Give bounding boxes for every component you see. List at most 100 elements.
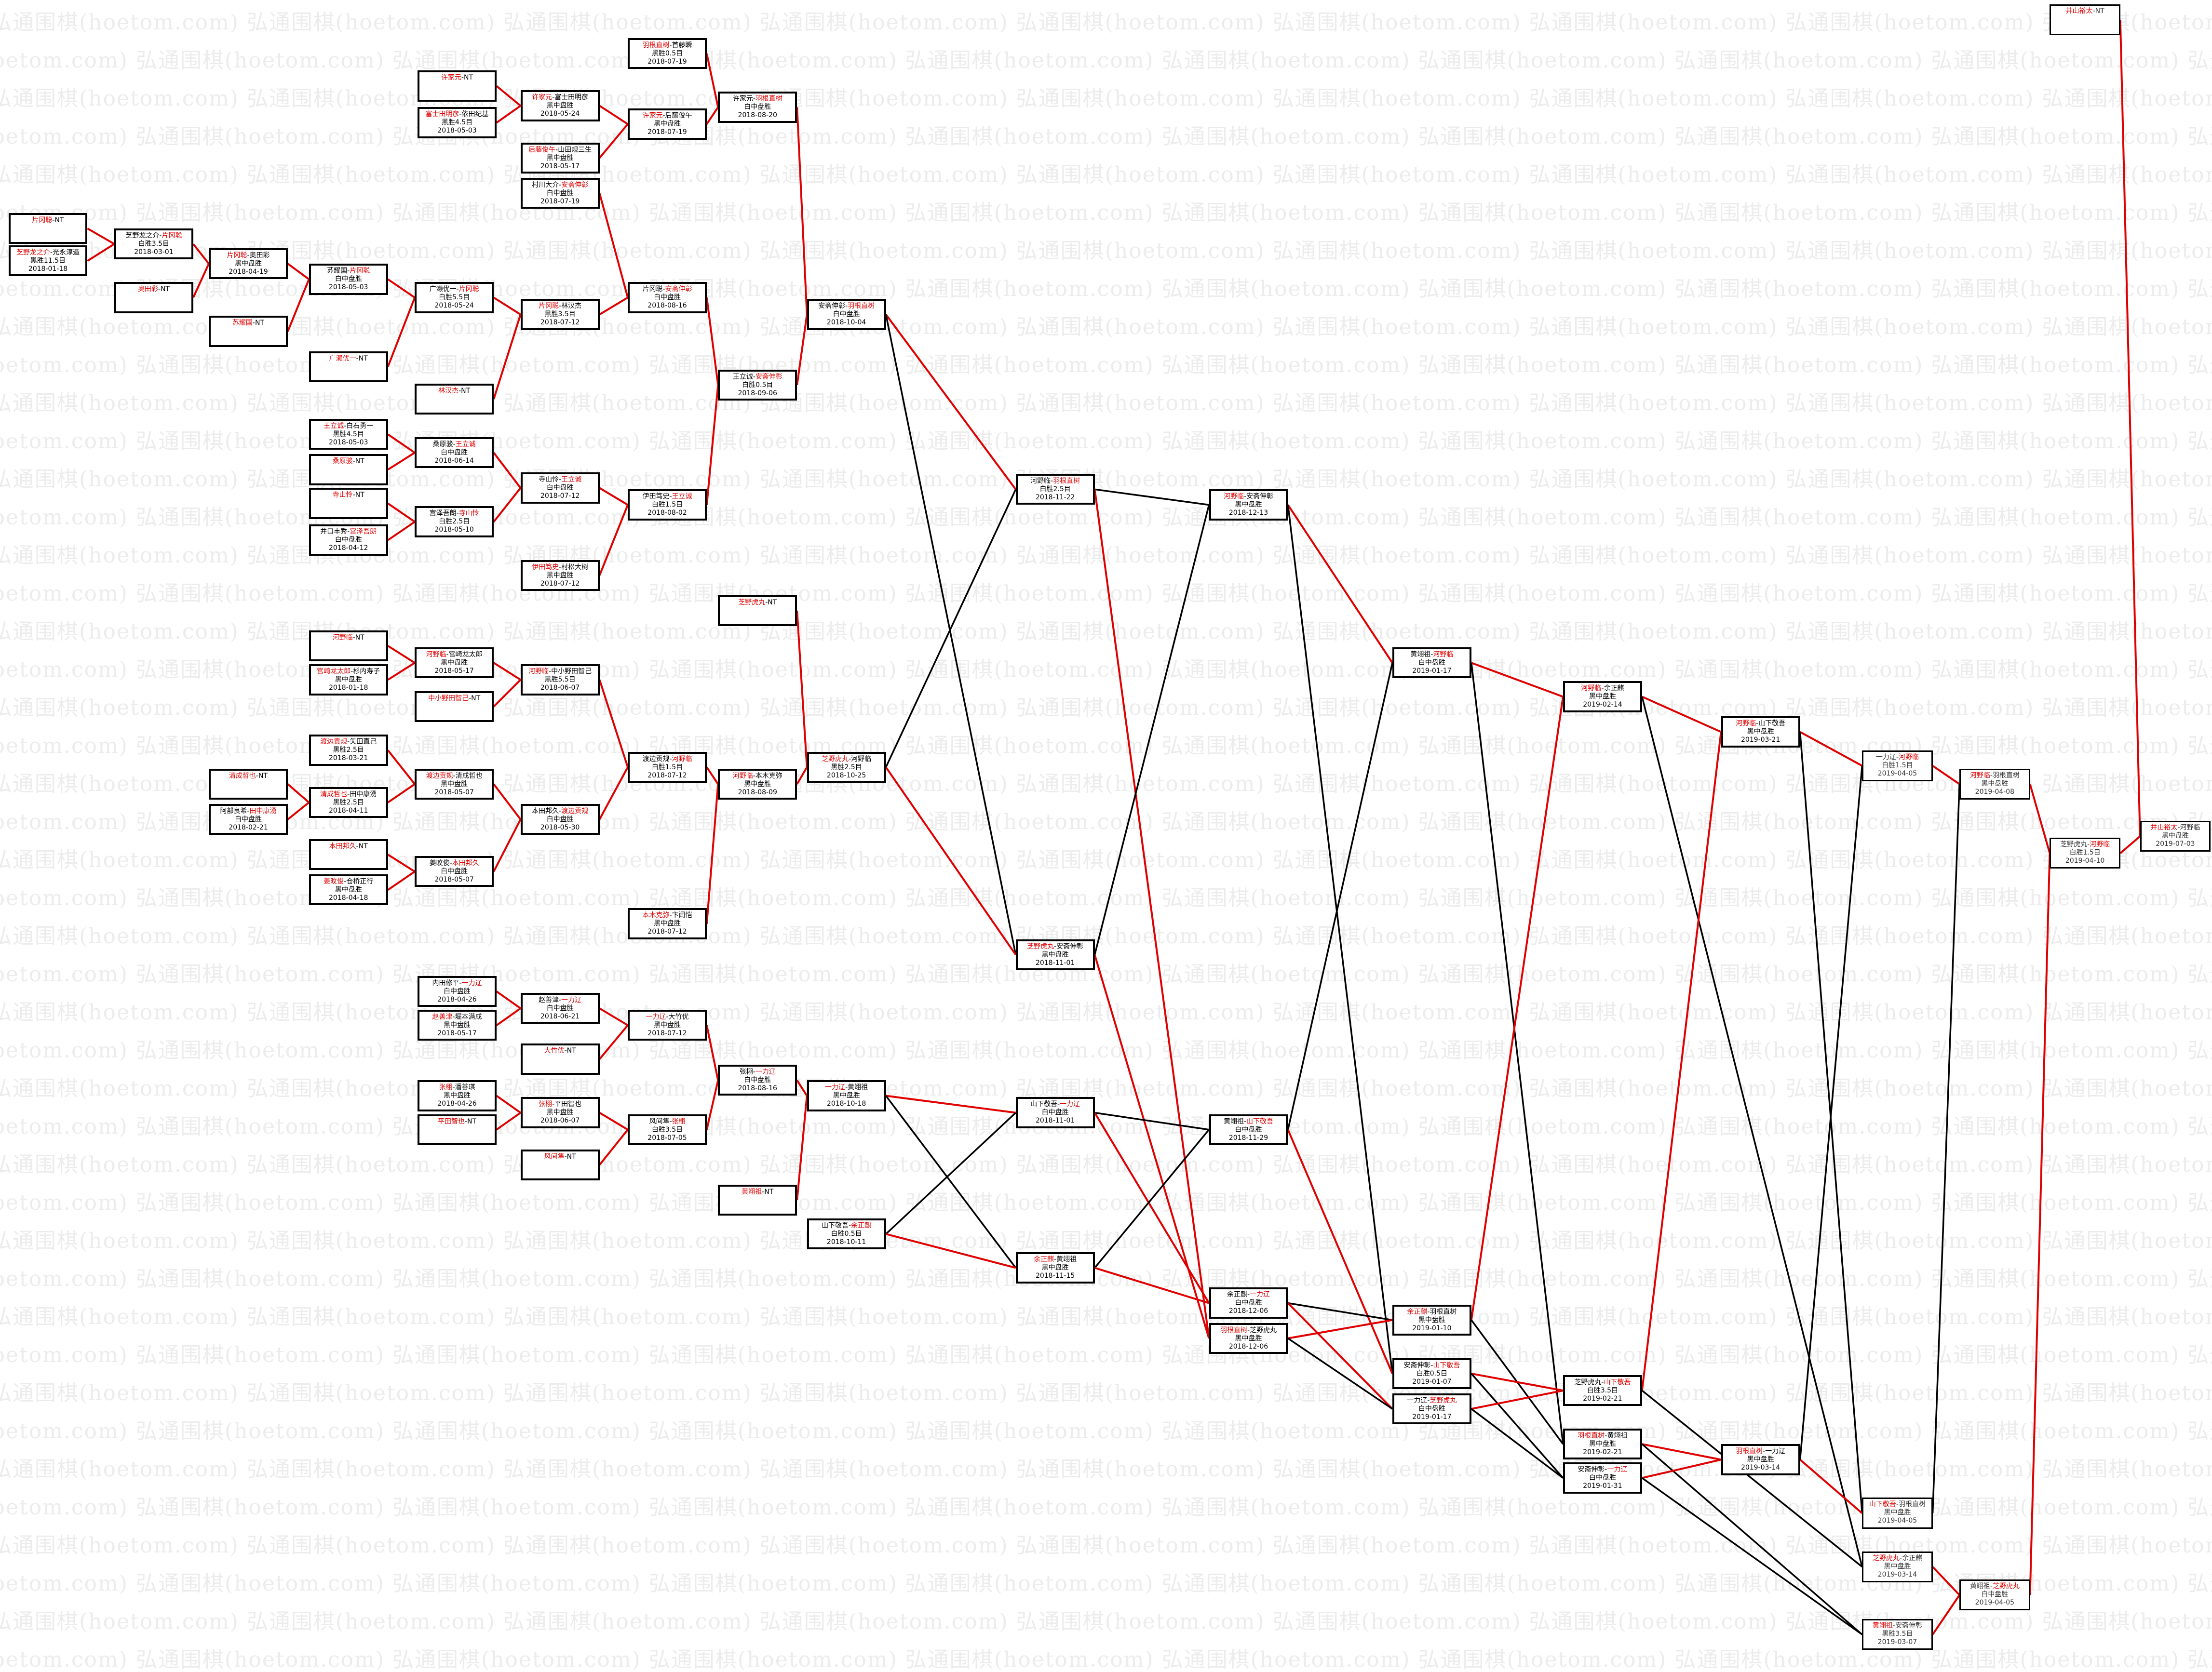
player-b: 河野临 bbox=[2090, 841, 2110, 849]
match-result: 黑中盘胜 bbox=[744, 780, 771, 788]
separator: - bbox=[449, 859, 452, 868]
match-result: 白胜1.5目 bbox=[651, 501, 683, 509]
player-a: 井口丰秀 bbox=[320, 528, 348, 536]
winner-path-line bbox=[1642, 1458, 1722, 1479]
separator: - bbox=[564, 1047, 567, 1055]
match-result: 白中盘胜 bbox=[335, 275, 362, 283]
winner-path-line bbox=[796, 314, 808, 386]
match-date: 2018-10-11 bbox=[826, 1238, 866, 1246]
match-players: 安斋伸彰-山下敬吾 bbox=[1394, 1362, 1470, 1370]
match-players: 芝野虎丸-余正麒 bbox=[1863, 1554, 1931, 1563]
player-b: 张栩 bbox=[672, 1117, 686, 1125]
player-b: 片冈聪 bbox=[350, 267, 370, 275]
match-result: 白胜3.5目 bbox=[651, 1125, 683, 1134]
winner-path-line bbox=[493, 487, 522, 522]
player-a: 河野临 bbox=[1581, 684, 1602, 693]
match-box: 赵善津-一力辽 白中盘胜 2018-06-21 bbox=[520, 992, 600, 1024]
match-players: 渡边贡规-矢田直己 bbox=[311, 738, 386, 746]
match-players: 芝野虎丸-河野临 bbox=[2051, 841, 2118, 849]
winner-path-line bbox=[796, 610, 808, 767]
match-result: 白胜5.5目 bbox=[439, 294, 470, 302]
match-date: 2018-11-15 bbox=[1035, 1272, 1075, 1280]
separator: - bbox=[456, 509, 459, 518]
player-a: 芝野虎丸 bbox=[2060, 841, 2088, 849]
separator: - bbox=[762, 1188, 765, 1196]
match-box: 王立诚-白石勇一 黑胜4.5目 2018-05-03 bbox=[309, 419, 388, 450]
match-box: 寺山怜-王立诚 白中盘胜 2018-07-12 bbox=[520, 472, 600, 504]
match-date: 2019-03-14 bbox=[1877, 1570, 1917, 1578]
player-a: 芝野虎丸 bbox=[1872, 1554, 1900, 1562]
match-date: 2018-05-03 bbox=[329, 439, 368, 447]
match-box: 村川大介-安斋伸彰 白中盘胜 2018-07-19 bbox=[520, 177, 600, 209]
player-a: 风间隼 bbox=[544, 1152, 565, 1161]
match-box: 渡边贡规-河野临 白胜1.5目 2018-07-12 bbox=[628, 751, 707, 783]
player-b: 羽根直树 bbox=[1430, 1308, 1457, 1316]
player-b: 中小野田智己 bbox=[551, 668, 592, 676]
match-box: 风间隼-张栩 白胜3.5目 2018-07-05 bbox=[628, 1114, 707, 1145]
match-date: 2018-04-26 bbox=[437, 1100, 477, 1108]
match-box: 芝野虎丸-安斋伸彰 黑中盘胜 2018-11-01 bbox=[1015, 939, 1095, 971]
player-a: 大竹优 bbox=[544, 1047, 565, 1055]
separator: - bbox=[1247, 1291, 1250, 1299]
player-b: NT bbox=[764, 1188, 774, 1196]
match-result: 白中盘胜 bbox=[441, 868, 468, 876]
match-date: 2018-06-07 bbox=[540, 1117, 580, 1125]
bye-box: 井山裕太-NT bbox=[2050, 4, 2120, 36]
loser-path-line bbox=[1641, 696, 1863, 1567]
match-date: 2019-03-07 bbox=[1877, 1638, 1917, 1646]
match-players: 林汉杰-NT bbox=[417, 387, 492, 395]
match-date: 2018-03-21 bbox=[329, 754, 368, 762]
loser-path-line bbox=[885, 1095, 1017, 1269]
winner-path-line bbox=[705, 297, 719, 386]
match-result: 黑中盘胜 bbox=[441, 780, 468, 788]
match-result: 黑中盘胜 bbox=[653, 920, 681, 928]
match-result: 白中盘胜 bbox=[335, 536, 362, 544]
separator: - bbox=[1243, 493, 1247, 501]
match-players: 山下敬吾-羽根直树 bbox=[1863, 1500, 1931, 1509]
player-a: 伊田笃史 bbox=[532, 563, 559, 571]
match-result: 黑中盘胜 bbox=[546, 102, 574, 110]
match-players: 芝野虎丸-安斋伸彰 bbox=[1018, 943, 1093, 951]
player-b: NT bbox=[566, 1047, 576, 1055]
winner-path-line bbox=[387, 749, 416, 785]
match-box: 余正麒-羽根直树 黑中盘胜 2019-01-10 bbox=[1392, 1304, 1471, 1336]
player-a: 余正麒 bbox=[1227, 1291, 1247, 1299]
winner-path-line bbox=[493, 679, 522, 708]
match-result: 黑胜4.5目 bbox=[441, 119, 473, 127]
player-a: 片冈聪 bbox=[539, 302, 559, 310]
match-result: 黑中盘胜 bbox=[1418, 1316, 1445, 1324]
player-b: 宫崎龙太郎 bbox=[448, 651, 483, 659]
match-box: 河野临-余正麒 黑中盘胜 2019-02-14 bbox=[1563, 681, 1642, 712]
match-box: 渡边贡规-矢田直己 黑胜2.5目 2018-03-21 bbox=[309, 735, 388, 766]
match-result: 黑中盘胜 bbox=[653, 120, 681, 128]
match-players: 张栩-一力辽 bbox=[720, 1068, 795, 1076]
player-b: 后藤俊午 bbox=[665, 112, 692, 120]
player-a: 张栩 bbox=[439, 1083, 453, 1092]
player-b: 羽根直树 bbox=[1898, 1500, 1926, 1509]
player-b: 芝野虎丸 bbox=[1992, 1582, 2020, 1591]
player-b: 余正麒 bbox=[851, 1222, 872, 1230]
player-a: 张栩 bbox=[739, 1068, 753, 1076]
bye-box: 大竹优-NT bbox=[520, 1043, 600, 1075]
bye-box: 平田智也-NT bbox=[418, 1114, 497, 1145]
separator: - bbox=[356, 842, 359, 850]
match-box: 芝野龙之介-片冈聪 白胜3.5目 2018-03-01 bbox=[114, 228, 193, 260]
match-players: 余正麒-一力辽 bbox=[1211, 1291, 1286, 1299]
match-date: 2019-01-17 bbox=[1412, 667, 1452, 675]
player-b: 清成哲也 bbox=[455, 772, 483, 780]
match-result: 白中盘胜 bbox=[653, 294, 681, 302]
player-a: 许家元 bbox=[732, 95, 753, 103]
match-date: 2018-10-25 bbox=[826, 771, 866, 779]
separator: - bbox=[459, 979, 462, 987]
player-b: 安斋伸彰 bbox=[1056, 942, 1084, 950]
match-result: 黑中盘胜 bbox=[444, 1021, 471, 1030]
loser-path-line bbox=[885, 314, 1017, 955]
player-b: 河野临 bbox=[672, 755, 692, 763]
match-box: 余正麒-一力辽 白中盘胜 2018-12-06 bbox=[1209, 1287, 1288, 1319]
player-b: NT bbox=[54, 216, 64, 224]
player-b: NT bbox=[355, 457, 364, 466]
match-result: 白胜0.5目 bbox=[1416, 1369, 1447, 1378]
winner-path-line bbox=[599, 1007, 629, 1026]
loser-path-line bbox=[1641, 1390, 1863, 1568]
match-date: 2018-11-01 bbox=[1035, 959, 1075, 967]
